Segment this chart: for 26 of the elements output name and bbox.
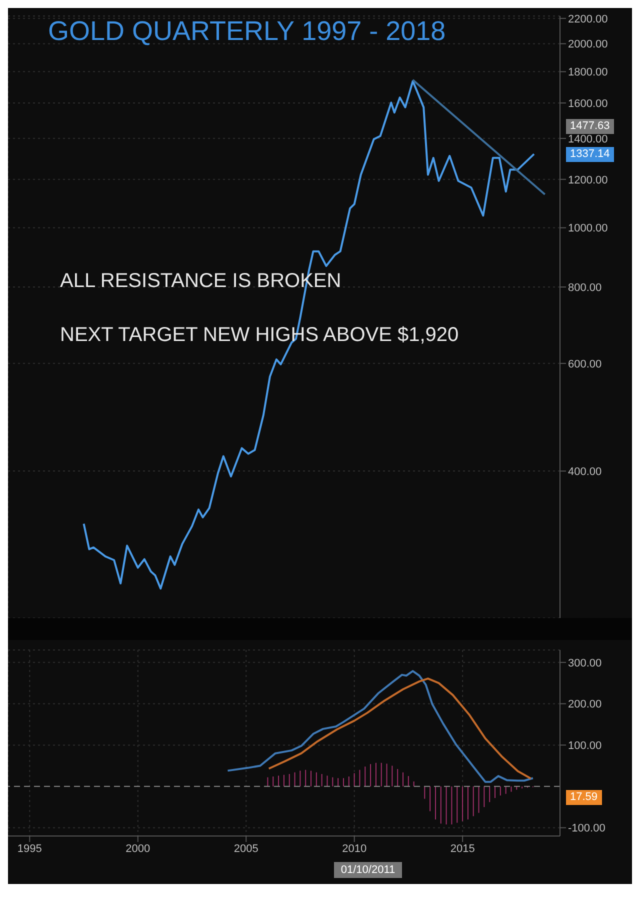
y-tick-label: 600.00 — [568, 358, 602, 370]
x-tick-label: 1995 — [17, 842, 42, 855]
y-tick-label: 1800.00 — [568, 66, 608, 79]
x-tick-label: 2015 — [450, 842, 475, 855]
x-tick-label: 2005 — [234, 842, 258, 855]
y-tick-label: 400.00 — [568, 466, 602, 478]
x-tick-label: 2010 — [342, 842, 367, 855]
chart-title: GOLD QUARTERLY 1997 - 2018 — [48, 16, 446, 47]
text: 01/10/2011 — [334, 862, 402, 878]
line-series — [268, 678, 532, 780]
y-tick-label: 1000.00 — [568, 222, 608, 235]
line-series — [226, 670, 534, 783]
y-tick-label: 2000.00 — [568, 38, 608, 51]
y-tick-label: 2200.00 — [568, 13, 608, 26]
y-tick-label: 800.00 — [568, 282, 602, 294]
y-tick-label: 1200.00 — [568, 174, 608, 186]
y-tick-label: 200.00 — [568, 698, 602, 711]
y-tick-label: 300.00 — [568, 657, 602, 670]
text: 1477.63 — [566, 119, 614, 134]
y-tick-label: 1600.00 — [568, 98, 608, 110]
y-tick-label: 1400.00 — [568, 133, 608, 146]
y-tick-label: 100.00 — [568, 740, 602, 752]
text: 17.59 — [566, 790, 602, 805]
text: 1337.14 — [566, 147, 614, 162]
x-tick-label: 2000 — [126, 842, 150, 855]
y-tick-label: -100.00 — [568, 822, 606, 835]
